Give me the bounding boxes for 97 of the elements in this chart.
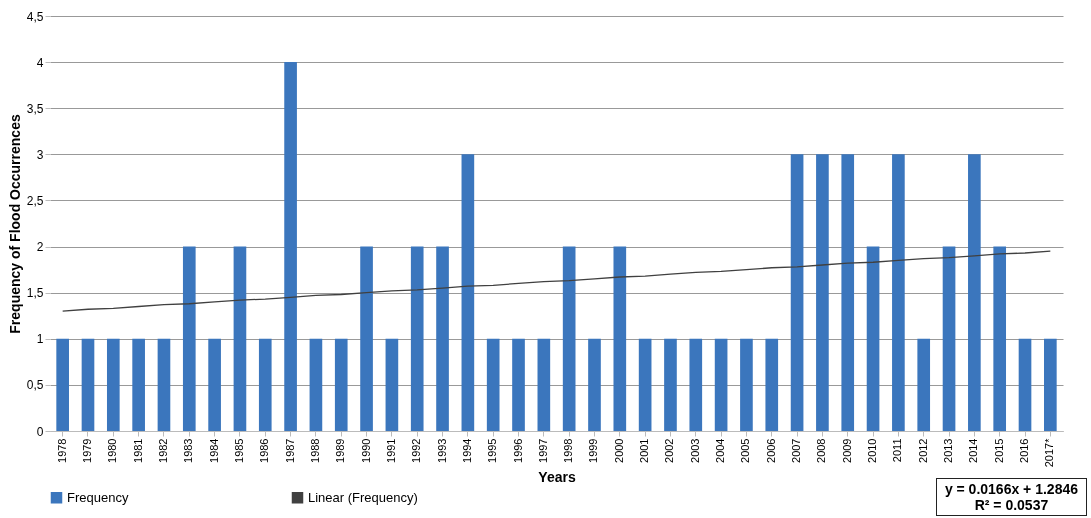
x-axis-title: Years [538,469,576,486]
x-tick-label: 2000 [612,438,625,463]
x-tick-label: 1995 [486,438,499,463]
bar [385,338,399,431]
bar [714,338,728,431]
bar [208,338,221,431]
y-tick-label: 2,5 [26,193,44,208]
y-tick-label: 4,5 [26,9,44,24]
bar [613,246,627,431]
bar [132,338,145,431]
x-tick-label: 2002 [663,438,676,463]
y-tick-label: 3 [36,147,44,162]
y-tick-label: 1 [36,332,44,347]
x-tick-label: 2003 [688,438,701,463]
bar [841,154,855,431]
bar [309,338,323,431]
x-tick-label: 1993 [435,438,448,463]
bar [562,246,576,431]
y-axis-title: Frequency of Flood Occurrences [6,114,23,334]
bar [106,338,120,431]
bar [892,154,905,431]
bar [1044,338,1057,431]
bar [360,246,373,431]
x-tick-label: 2006 [764,438,777,463]
x-tick-label: 2015 [992,438,1005,463]
bar [537,338,551,431]
bar [968,154,981,431]
x-tick-label: 2012 [916,438,929,463]
x-tick-label: 2008 [815,438,828,463]
bar [284,62,297,431]
x-tick-label: 1997 [536,438,549,463]
x-tick-label: 1983 [182,438,195,463]
x-tick-label: 2016 [1018,438,1031,463]
bar [436,246,449,431]
line-series [62,250,1051,312]
bar [866,246,880,431]
bar [157,338,171,431]
bar [258,338,272,431]
bar [334,338,348,431]
x-tick-label: 1981 [131,438,144,463]
x-tick-label: 2001 [638,438,651,463]
x-tick-label: 1987 [283,438,296,463]
bar [664,338,677,431]
x-tick-label: 2011 [891,438,904,463]
bar [816,154,829,431]
y-tick-label: 4 [36,55,44,70]
bar [588,338,601,431]
y-tick-label: 0,5 [26,378,44,393]
text: y = 0.0166x + 1.2846 [944,481,1078,497]
y-tick-label: 2 [36,240,44,255]
bar [765,338,779,431]
bar [790,154,804,431]
bar [182,246,196,431]
bar [993,246,1007,431]
x-tick-label: 1980 [106,438,119,463]
x-tick-label: 1996 [511,438,524,463]
bar [56,338,69,431]
x-tick-label: 1992 [410,438,423,463]
legend-label: Frequency [67,489,129,505]
x-tick-label: 2009 [840,438,853,463]
x-tick-label: 1985 [232,438,245,463]
bar [486,338,500,431]
bar [1018,338,1032,431]
bar [942,246,956,431]
x-tick-label: 2005 [739,438,752,463]
bar [740,338,753,431]
x-tick-label: 1984 [207,438,220,463]
x-tick-label: 1978 [55,438,68,463]
x-tick-label: 2014 [967,438,980,463]
bar [461,154,475,431]
x-tick-label: 1979 [80,438,93,463]
bar [689,338,703,431]
x-tick-label: 1990 [359,438,372,463]
x-tick-label: 1988 [308,438,321,463]
x-tick-label: 1998 [562,438,575,463]
bar [410,246,424,431]
text: R² = 0.0537 [973,497,1050,513]
x-tick-label: 1986 [258,438,271,463]
x-tick-label: 1994 [460,438,473,463]
y-tick-label: 1,5 [26,286,44,301]
bar [638,338,652,431]
y-tick-label: 0 [36,424,44,439]
x-tick-label: 2013 [942,438,955,463]
x-tick-label: 1991 [384,438,397,463]
x-tick-label: 2017* [1043,437,1056,468]
legend-label: Linear (Frequency) [308,489,418,505]
bar [512,338,525,431]
x-tick-label: 1982 [156,438,169,463]
bar [917,338,931,431]
y-tick-label: 3,5 [26,101,44,116]
x-tick-label: 2010 [866,438,879,463]
x-tick-label: 1999 [587,438,600,463]
bar [233,246,247,431]
bar [81,338,95,431]
x-tick-label: 2007 [790,438,803,463]
x-tick-label: 1989 [334,438,347,463]
x-tick-label: 2004 [714,438,727,463]
